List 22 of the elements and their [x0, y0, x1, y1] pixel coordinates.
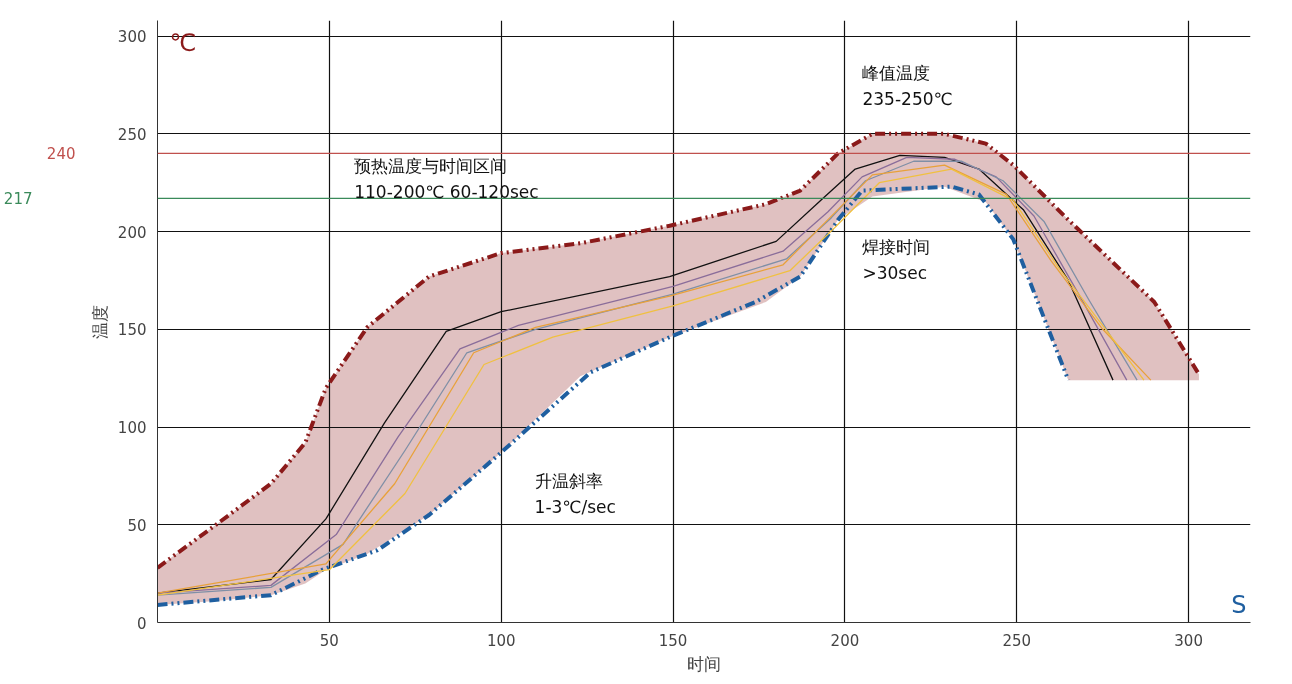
annotation: ℃ [169, 28, 197, 57]
y-tick-label: 200 [117, 223, 147, 242]
y-tick-label: 250 [117, 125, 147, 144]
annotation: 升温斜率 1-3℃/sec [534, 471, 616, 518]
annotation: 焊接时间 >30sec [862, 237, 931, 284]
y-tick-label: 0 [136, 614, 147, 633]
x-tick-label: 250 [1002, 631, 1032, 650]
y-tick-label: 300 [117, 28, 147, 47]
ref-line-label: 217 [3, 190, 33, 209]
y-axis-title: 温度 [89, 304, 110, 339]
ref-line-label: 240 [46, 145, 76, 164]
y-tick-label: 100 [117, 419, 147, 438]
x-tick-label: 300 [1174, 631, 1203, 650]
x-axis-title: 时间 [687, 653, 721, 674]
y-tick-label: 50 [127, 516, 147, 535]
annotation: 峰值温度 235-250℃ [862, 62, 953, 109]
x-tick-label: 200 [830, 631, 860, 650]
x-tick-label: 100 [486, 631, 516, 650]
x-tick-label: 150 [658, 631, 688, 650]
y-tick-label: 150 [117, 321, 147, 340]
x-tick-label: 50 [319, 631, 339, 650]
annotation: S [1231, 590, 1247, 619]
